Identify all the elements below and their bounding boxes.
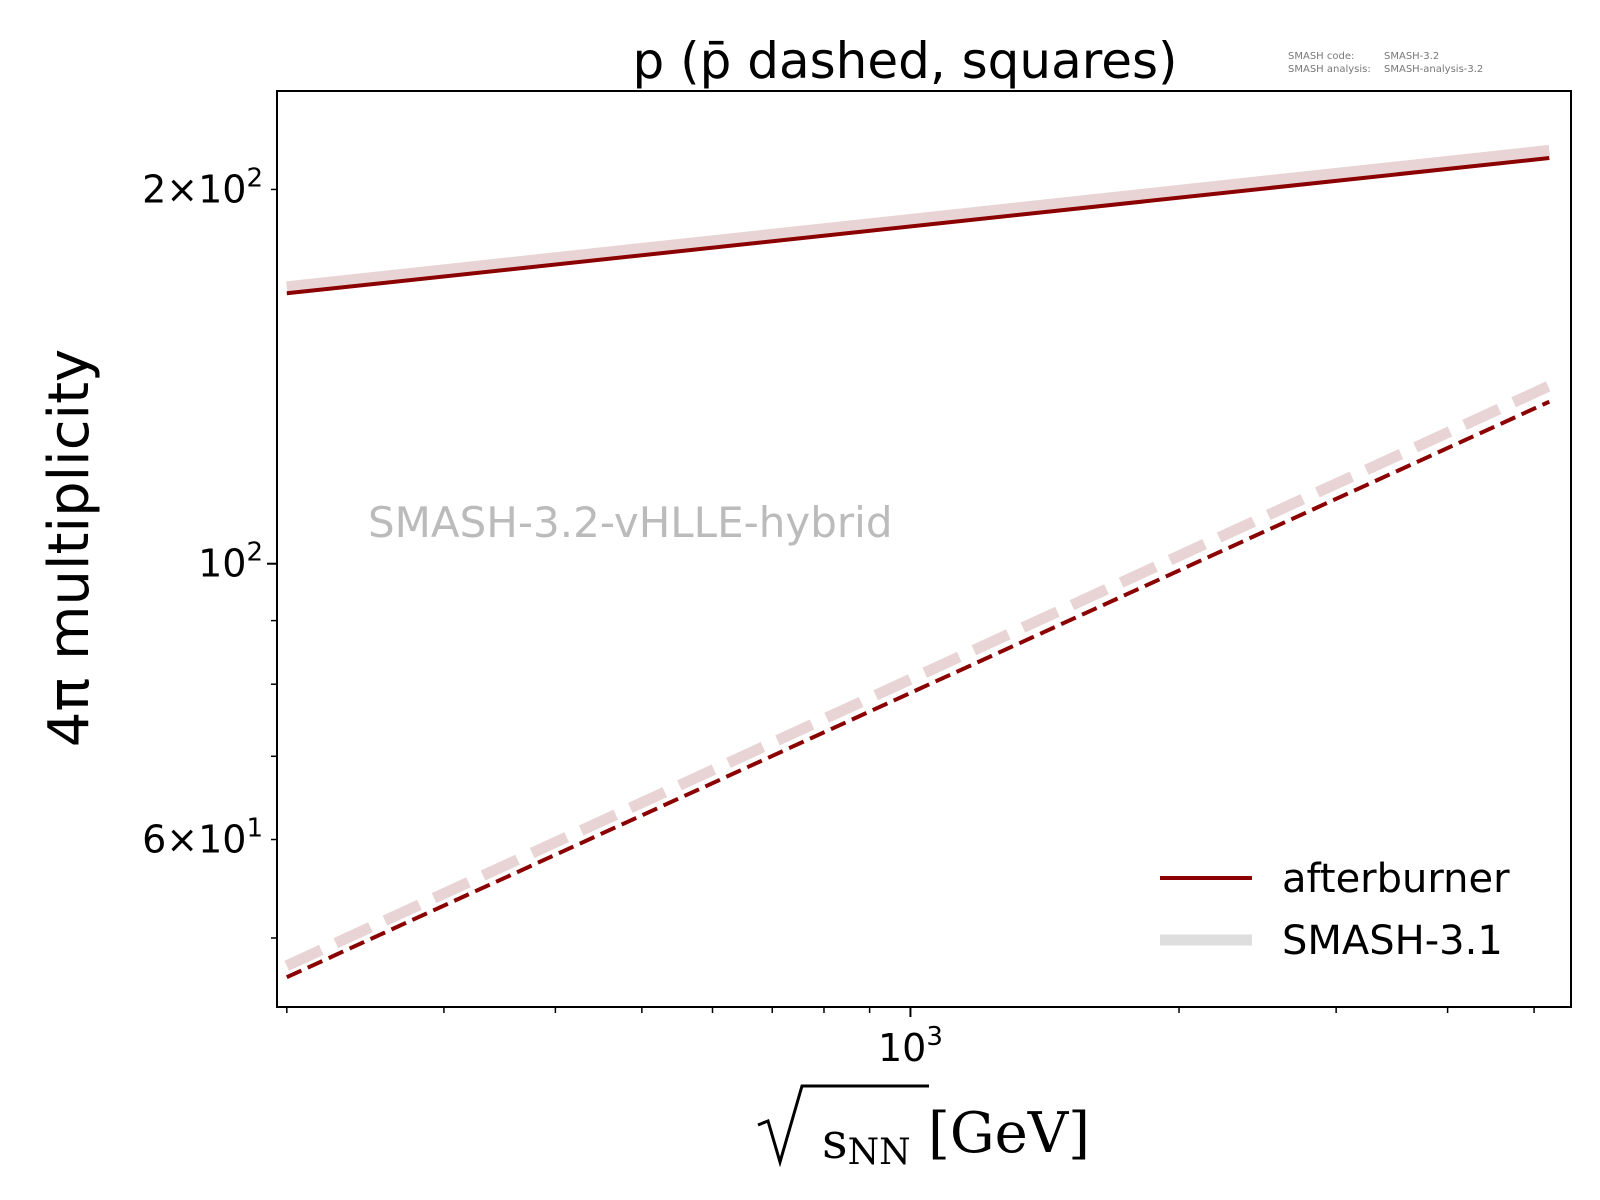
legend: afterburner SMASH-3.1 xyxy=(1160,856,1510,964)
y-tick-label: 6×101 xyxy=(142,814,263,862)
series-line-afterburner-solid xyxy=(286,156,1550,296)
x-axis-radicand: s xyxy=(822,1112,848,1170)
y-tick-label: 2×102 xyxy=(142,163,263,211)
series-layer xyxy=(284,144,1552,980)
analysis-label: SMASH analysis: xyxy=(1288,64,1371,75)
code-label: SMASH code: xyxy=(1288,51,1354,62)
legend-label: SMASH-3.1 xyxy=(1282,918,1503,964)
series-line-smash-3-1-dashed xyxy=(284,380,1552,971)
series-line-smash-3-1-solid xyxy=(286,144,1550,293)
watermark-text: SMASH-3.2-vHLLE-hybrid xyxy=(368,498,893,547)
sqrt-symbol xyxy=(757,1084,929,1168)
y-axis-label-text: 4π multiplicity xyxy=(37,349,102,747)
y-axis-label: 4π multiplicity xyxy=(37,349,102,747)
tick-layer: 103 102 6×101 2×102 xyxy=(142,163,1535,1070)
svg-text:4π multiplicity: 4π multiplicity xyxy=(37,349,102,747)
x-axis-subscript: NN xyxy=(848,1132,911,1173)
x-axis-label: sNN [GeV] xyxy=(757,1084,1090,1173)
series-line-afterburner-dashed xyxy=(285,399,1551,980)
analysis-value: SMASH-analysis-3.2 xyxy=(1384,64,1483,75)
code-value: SMASH-3.2 xyxy=(1384,51,1439,62)
y-tick-label: 102 xyxy=(198,538,263,586)
svg-text:sNN: sNN xyxy=(822,1112,911,1173)
version-info: SMASH code: SMASH-3.2 SMASH analysis: SM… xyxy=(1288,51,1483,75)
plot-frame xyxy=(276,90,1572,1008)
legend-label: afterburner xyxy=(1282,856,1510,902)
chart-title: p (p̄ dashed, squares) xyxy=(632,32,1177,90)
x-axis-unit: [GeV] xyxy=(928,1101,1090,1166)
x-tick-label: 103 xyxy=(878,1022,943,1070)
